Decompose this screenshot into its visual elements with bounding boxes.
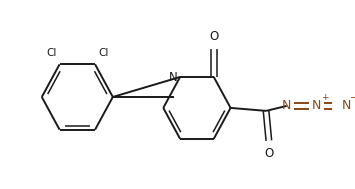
Text: O: O xyxy=(209,30,218,43)
Text: N: N xyxy=(282,99,291,112)
Text: +: + xyxy=(321,94,329,102)
Text: −: − xyxy=(350,93,355,103)
Text: Cl: Cl xyxy=(47,48,57,58)
Text: N: N xyxy=(312,99,321,112)
Text: Cl: Cl xyxy=(98,48,108,58)
Text: O: O xyxy=(264,147,273,160)
Text: N: N xyxy=(169,71,177,84)
Text: N: N xyxy=(342,99,351,112)
